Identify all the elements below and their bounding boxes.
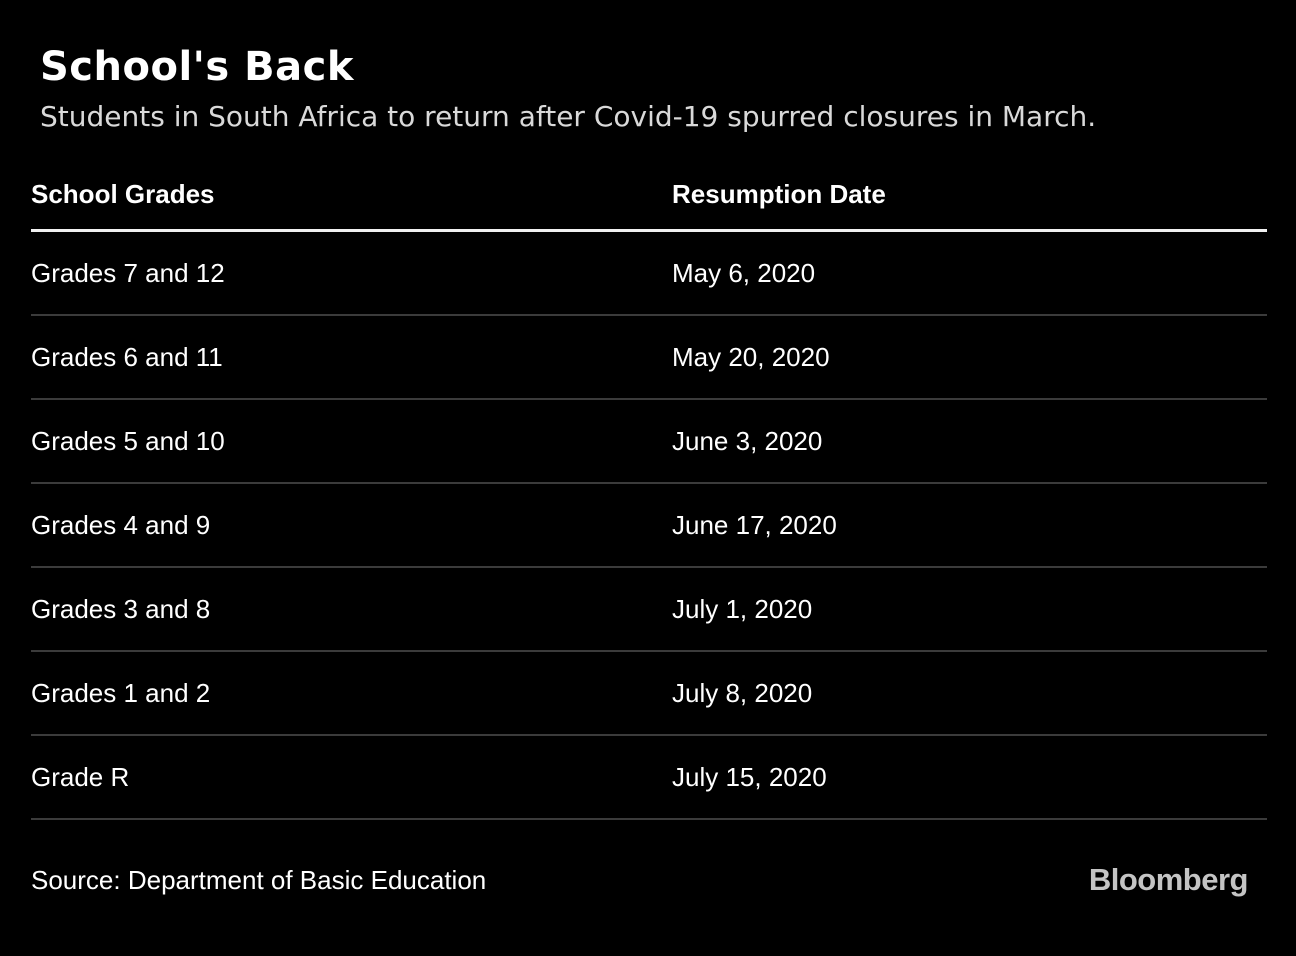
table-row: Grades 1 and 2 July 8, 2020	[31, 652, 1267, 736]
table-row: Grades 3 and 8 July 1, 2020	[31, 568, 1267, 652]
cell-grades: Grades 3 and 8	[31, 593, 211, 624]
resumption-table: School Grades Resumption Date Grades 7 a…	[31, 178, 1267, 820]
table-row: Grades 6 and 11 May 20, 2020	[31, 316, 1267, 400]
cell-grades: Grade R	[31, 761, 130, 792]
chart-footer: Source: Department of Basic Education Bl…	[31, 820, 1267, 940]
column-header-grades: School Grades	[31, 179, 215, 209]
column-header-date: Resumption Date	[672, 179, 886, 209]
table-header-row: School Grades Resumption Date	[31, 178, 1267, 232]
cell-grades: Grades 7 and 12	[31, 257, 225, 288]
cell-grades: Grades 5 and 10	[31, 425, 225, 456]
table-row: Grades 5 and 10 June 3, 2020	[31, 400, 1267, 484]
cell-date: July 15, 2020	[672, 761, 827, 792]
table-body: Grades 7 and 12 May 6, 2020 Grades 6 and…	[31, 232, 1267, 820]
cell-date: June 3, 2020	[672, 425, 823, 456]
table-row: Grades 7 and 12 May 6, 2020	[31, 232, 1267, 316]
chart-header: School's Back Students in South Africa t…	[0, 0, 1296, 134]
source-text: Source: Department of Basic Education	[31, 864, 487, 895]
cell-grades: Grades 4 and 9	[31, 509, 211, 540]
cell-date: May 20, 2020	[672, 341, 830, 372]
cell-grades: Grades 1 and 2	[31, 677, 211, 708]
cell-date: July 1, 2020	[672, 593, 813, 624]
page-title: School's Back	[40, 44, 354, 90]
page-subtitle: Students in South Africa to return after…	[40, 100, 1097, 133]
cell-date: May 6, 2020	[672, 257, 816, 288]
bloomberg-logo: Bloomberg	[1088, 862, 1249, 897]
table-row: Grade R July 15, 2020	[31, 736, 1267, 820]
cell-date: July 8, 2020	[672, 677, 813, 708]
table-row: Grades 4 and 9 June 17, 2020	[31, 484, 1267, 568]
cell-date: June 17, 2020	[672, 509, 837, 540]
cell-grades: Grades 6 and 11	[31, 341, 223, 372]
